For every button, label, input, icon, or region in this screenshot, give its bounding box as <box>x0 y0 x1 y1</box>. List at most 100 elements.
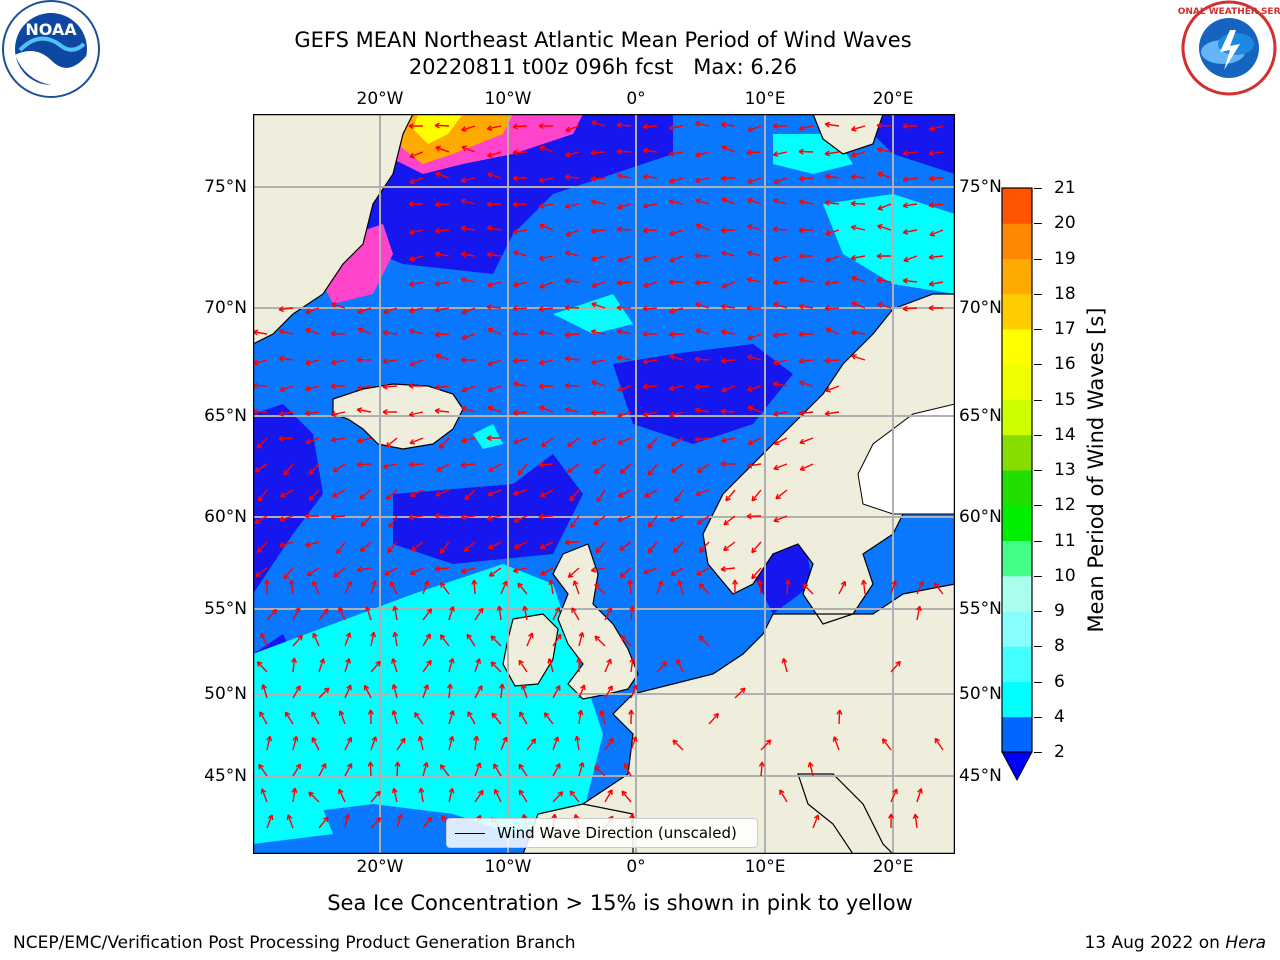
wind-arrow-head <box>647 521 654 528</box>
wind-arrow-head <box>553 736 560 742</box>
wind-arrow-shaft <box>619 567 632 578</box>
wind-arrow-head <box>330 436 337 443</box>
wind-arrow-head <box>757 579 764 585</box>
wind-arrow-head <box>617 439 624 445</box>
wind-arrow-shaft <box>318 816 329 829</box>
lon-tick-top: 20°E <box>872 89 914 109</box>
wind-arrow-shaft <box>647 515 658 528</box>
wind-arrow-head <box>798 125 805 132</box>
wind-arrow-head <box>258 763 264 770</box>
wind-arrow-head <box>825 386 832 393</box>
colorbar-tick-mark <box>1034 611 1042 612</box>
wind-arrow-shaft <box>253 359 268 365</box>
wind-arrow-head <box>668 198 675 205</box>
wind-arrow-shaft <box>825 123 840 127</box>
wind-arrow-shaft <box>309 463 320 475</box>
wind-arrow-head <box>746 277 753 283</box>
wind-arrow-head <box>694 356 700 363</box>
wind-arrow-shaft <box>409 281 424 286</box>
wind-arrow-shaft <box>751 489 762 502</box>
wind-arrow-shaft <box>448 736 454 751</box>
lat-tick-right: 70°N <box>959 298 1002 318</box>
wind-arrow-shaft <box>387 541 398 553</box>
wind-arrow-shaft <box>254 515 268 524</box>
wind-arrow-shaft <box>434 567 450 570</box>
wind-arrow-shaft <box>486 306 502 309</box>
wind-arrow-shaft <box>782 658 788 673</box>
colorbar-tick: 13 <box>1054 460 1076 480</box>
colorbar-tick: 9 <box>1054 601 1065 621</box>
wind-arrow-head <box>292 735 299 742</box>
wind-arrow-shaft <box>630 606 634 621</box>
wind-arrow-head <box>435 145 441 152</box>
wind-arrow-head <box>669 516 675 523</box>
wind-arrow-shaft <box>916 788 922 803</box>
wind-arrow-shaft <box>461 125 476 131</box>
wind-arrow-shaft <box>565 229 580 237</box>
wind-arrow-shaft <box>257 489 268 502</box>
wind-arrow-head <box>477 685 483 691</box>
wind-arrow-head <box>661 661 668 667</box>
wind-arrow-head <box>391 787 398 794</box>
wind-arrow-head <box>279 386 285 393</box>
wind-arrow-head <box>408 201 414 208</box>
wind-arrow-head <box>409 438 416 445</box>
wind-arrow-shaft <box>591 567 606 572</box>
wind-arrow-shaft <box>851 354 866 361</box>
wind-arrow-shaft <box>279 411 294 416</box>
wind-arrow-shaft <box>833 736 840 751</box>
wind-arrow-head <box>694 436 701 443</box>
wind-arrow-shaft <box>338 607 346 621</box>
wind-arrow-head <box>330 359 337 366</box>
wind-arrow-head <box>460 276 467 283</box>
wind-arrow-shaft <box>292 658 296 673</box>
wind-arrow-head <box>266 735 273 742</box>
wind-arrow-head <box>512 201 518 208</box>
wind-arrow-shaft <box>903 177 918 181</box>
wind-arrow-head <box>513 250 519 256</box>
wind-arrow-shaft <box>392 658 398 673</box>
wind-arrow-head <box>356 356 362 363</box>
wind-arrow-shaft <box>284 711 294 725</box>
wind-arrow-head <box>695 198 701 205</box>
wind-arrow-head <box>487 172 493 178</box>
wind-arrow-head <box>486 251 493 258</box>
wind-arrow-head <box>439 548 446 554</box>
wind-arrow-head <box>618 545 625 551</box>
wind-arrow-shaft <box>385 437 398 448</box>
wind-arrow-shaft <box>695 151 710 157</box>
wind-arrow-shaft <box>487 151 502 157</box>
wind-arrow-shaft <box>825 385 840 392</box>
wind-arrow-head <box>539 283 546 289</box>
wind-arrow-shaft <box>929 281 944 286</box>
wind-arrow-shaft <box>435 146 450 153</box>
wind-arrow-shaft <box>799 359 814 363</box>
wind-arrow-head <box>279 541 285 548</box>
wind-arrow-shaft <box>487 385 502 392</box>
wind-arrow-head <box>554 606 561 613</box>
wind-arrow-head <box>669 230 675 237</box>
wind-arrow-shaft <box>292 634 303 647</box>
wind-arrow-shaft <box>279 307 294 311</box>
wind-arrow-head <box>259 711 265 717</box>
wind-arrow-shaft <box>541 437 554 447</box>
wind-arrow-head <box>486 225 493 232</box>
wind-arrow-shaft <box>850 202 866 205</box>
wind-arrow-shaft <box>642 307 658 310</box>
wind-arrow-head <box>330 513 336 520</box>
wind-arrow-shaft <box>877 278 892 283</box>
wind-arrow-shaft <box>934 737 944 751</box>
wind-arrow-head <box>370 631 377 638</box>
wind-arrow-head <box>616 148 622 155</box>
wind-arrow-head <box>580 684 586 691</box>
wind-arrow-shaft <box>448 658 454 673</box>
wind-arrow-head <box>375 790 381 797</box>
wind-arrow-shaft <box>487 125 502 130</box>
wind-arrow-shaft <box>929 203 944 207</box>
wind-arrow-shaft <box>356 463 372 466</box>
wind-arrow-head <box>629 657 636 664</box>
wind-arrow-head <box>396 814 403 820</box>
wind-arrow-head <box>670 467 677 473</box>
wind-arrow-shaft <box>548 658 554 673</box>
wind-arrow-head <box>409 255 415 262</box>
